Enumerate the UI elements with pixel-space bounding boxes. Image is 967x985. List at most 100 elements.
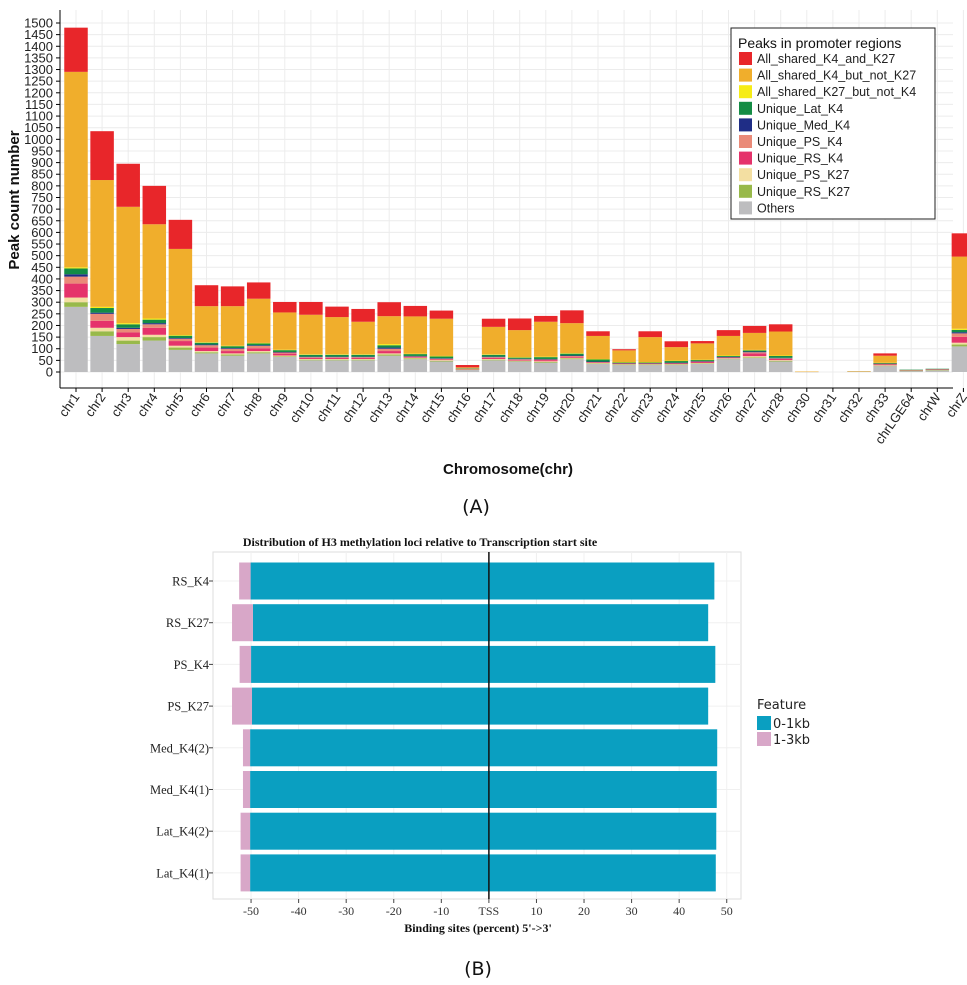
bar-chr17-unique_ps_k27 [481, 358, 506, 360]
bar-b-RS_K27-1-3kb [232, 604, 253, 642]
bar-chr26-unique_ps_k27 [716, 358, 741, 359]
bar-chr11-all_shared_k4_but_not_k27 [325, 317, 349, 355]
bar-chr3-all_shared_k4_but_not_k27 [116, 206, 140, 324]
bar-chr5-others [168, 349, 193, 372]
xtick-a-label-chr26: chr26 [704, 390, 735, 425]
bar-chr27-unique_rs_k27 [742, 357, 767, 359]
bar-chr12-unique_ps_k4 [351, 357, 375, 358]
bar-chr8-others [246, 353, 271, 372]
bar-chr20-unique_rs_k4 [560, 356, 584, 358]
xtick-a-label-chrZ: chrZ [943, 390, 967, 420]
bar-chr5-unique_rs_k27 [168, 347, 193, 350]
bar-chr10-others [299, 360, 323, 372]
bar-chr24-all_shared_k4_but_not_k27 [664, 347, 689, 361]
bar-chr6-unique_ps_k27 [194, 351, 219, 353]
bar-chr14-unique_ps_k27 [403, 357, 428, 359]
bar-chr1-unique_ps_k27 [64, 297, 88, 303]
bar-chr6-unique_med_k4 [194, 344, 219, 346]
bar-chr23-all_shared_k27_but_not_k4 [638, 361, 662, 363]
xtick-a-label-chr13: chr13 [365, 390, 396, 425]
ytick-a-label-400: 400 [31, 271, 53, 286]
ytick-a-label-300: 300 [31, 295, 53, 310]
bar-chr15-all_shared_k4_and_k27 [429, 310, 454, 319]
bar-b-Lat_K4(1)-0-1kb-right [488, 854, 716, 892]
bar-chr17-unique_rs_k4 [481, 357, 506, 359]
bar-chr13-all_shared_k4_but_not_k27 [377, 316, 401, 345]
bar-chr21-unique_ps_k27 [586, 362, 610, 364]
bar-chr9-all_shared_k27_but_not_k4 [273, 349, 297, 351]
bar-chr25-unique_med_k4 [690, 361, 715, 362]
legend-a-label-all_shared_k4_but_not_k27: All_shared_K4_but_not_K27 [757, 69, 916, 83]
bar-chr14-others [403, 359, 428, 372]
legend-a-label-unique_ps_k4: Unique_PS_K4 [757, 135, 843, 149]
bar-chrZ-all_shared_k4_and_k27 [951, 233, 967, 257]
bar-chr26-unique_rs_k27 [716, 358, 741, 360]
ytick-a-label-500: 500 [31, 248, 53, 263]
xtick-b-label-20: 20 [578, 904, 590, 918]
bar-chr27-all_shared_k27_but_not_k4 [742, 349, 767, 351]
legend-b-title: Feature [757, 698, 806, 713]
xtick-b-label-40: 40 [673, 904, 685, 918]
bar-chr1-all_shared_k4_but_not_k27 [64, 71, 88, 268]
legend-b-swatch-0-1kb [757, 716, 771, 730]
bar-chr22-others [612, 365, 636, 372]
bar-chr27-all_shared_k4_and_k27 [742, 325, 767, 333]
panel-b-label: (B) [464, 958, 492, 980]
bar-chr12-all_shared_k27_but_not_k4 [351, 354, 375, 355]
bar-chr14-unique_ps_k4 [403, 356, 428, 358]
bar-chr10-unique_med_k4 [299, 356, 323, 358]
bar-chr17-all_shared_k4_but_not_k27 [481, 326, 506, 355]
ytick-a-label-50: 50 [39, 353, 53, 368]
plot-a-x-axis-title: Chromosome(chr) [443, 461, 573, 478]
xtick-a-label-chr22: chr22 [600, 390, 631, 425]
bar-chr13-unique_rs_k4 [377, 351, 401, 354]
bar-chr17-unique_rs_k27 [481, 359, 506, 361]
bar-chr17-all_shared_k4_and_k27 [481, 318, 506, 327]
bar-chr21-unique_lat_k4 [586, 359, 610, 362]
legend-a-label-unique_rs_k27: Unique_RS_K27 [757, 185, 850, 199]
bar-chr10-all_shared_k27_but_not_k4 [299, 354, 323, 355]
bar-chr8-unique_rs_k4 [246, 348, 271, 352]
xtick-b-label--50: -50 [243, 904, 259, 918]
bar-chr14-unique_med_k4 [403, 355, 428, 357]
bar-chr2-unique_lat_k4 [90, 308, 114, 313]
bar-chr8-unique_lat_k4 [246, 343, 271, 346]
bar-chr11-all_shared_k27_but_not_k4 [325, 354, 349, 355]
bar-chr14-unique_rs_k27 [403, 358, 428, 360]
ytick-a-label-1150: 1150 [25, 97, 53, 112]
bar-chr33-all_shared_k4_and_k27 [873, 353, 897, 356]
bar-chr7-unique_rs_k27 [220, 354, 245, 356]
ytick-a-label-800: 800 [31, 178, 53, 193]
ytick-a-label-1400: 1400 [24, 39, 53, 54]
legend-a-label-unique_lat_k4: Unique_Lat_K4 [757, 102, 843, 116]
xtick-a-label-chr31: chr31 [808, 390, 839, 425]
bar-chr20-unique_lat_k4 [560, 353, 584, 356]
bar-chr3-unique_lat_k4 [116, 324, 140, 328]
bar-b-Lat_K4(2)-0-1kb-right [488, 812, 717, 850]
bar-chr6-all_shared_k4_but_not_k27 [194, 306, 219, 343]
xtick-a-label-chr32: chr32 [835, 390, 866, 425]
bar-chr24-all_shared_k27_but_not_k4 [664, 360, 689, 362]
legend-a-swatch-unique_rs_k27 [739, 184, 752, 198]
bar-chr4-unique_ps_k4 [142, 324, 167, 328]
bar-chrZ-unique_med_k4 [951, 332, 967, 334]
xtick-a-label-chr5: chr5 [160, 390, 187, 419]
bar-chr3-unique_ps_k4 [116, 328, 140, 333]
legend-a-label-unique_ps_k27: Unique_PS_K27 [757, 168, 849, 182]
bar-chr24-unique_rs_k4 [664, 363, 689, 365]
panel-a-label: (A) [462, 496, 490, 518]
bar-chr23-all_shared_k4_but_not_k27 [638, 337, 662, 362]
bar-b-RS_K4-0-1kb-right [488, 562, 715, 600]
bar-chr22-unique_rs_k4 [612, 363, 636, 365]
bar-chr2-unique_med_k4 [90, 312, 114, 314]
bar-chr2-unique_ps_k27 [90, 327, 114, 332]
bar-chr11-unique_rs_k4 [325, 357, 349, 359]
bar-chr10-unique_ps_k27 [299, 358, 323, 360]
bar-chr10-unique_rs_k27 [299, 359, 323, 361]
bar-b-Med_K4(2)-0-1kb-right [488, 729, 718, 767]
ytick-b-label-PS_K4: PS_K4 [174, 658, 210, 672]
bar-b-Lat_K4(2)-0-1kb-left [250, 812, 489, 850]
legend-a-items: All_shared_K4_and_K27 All_shared_K4_but_n… [739, 52, 916, 215]
